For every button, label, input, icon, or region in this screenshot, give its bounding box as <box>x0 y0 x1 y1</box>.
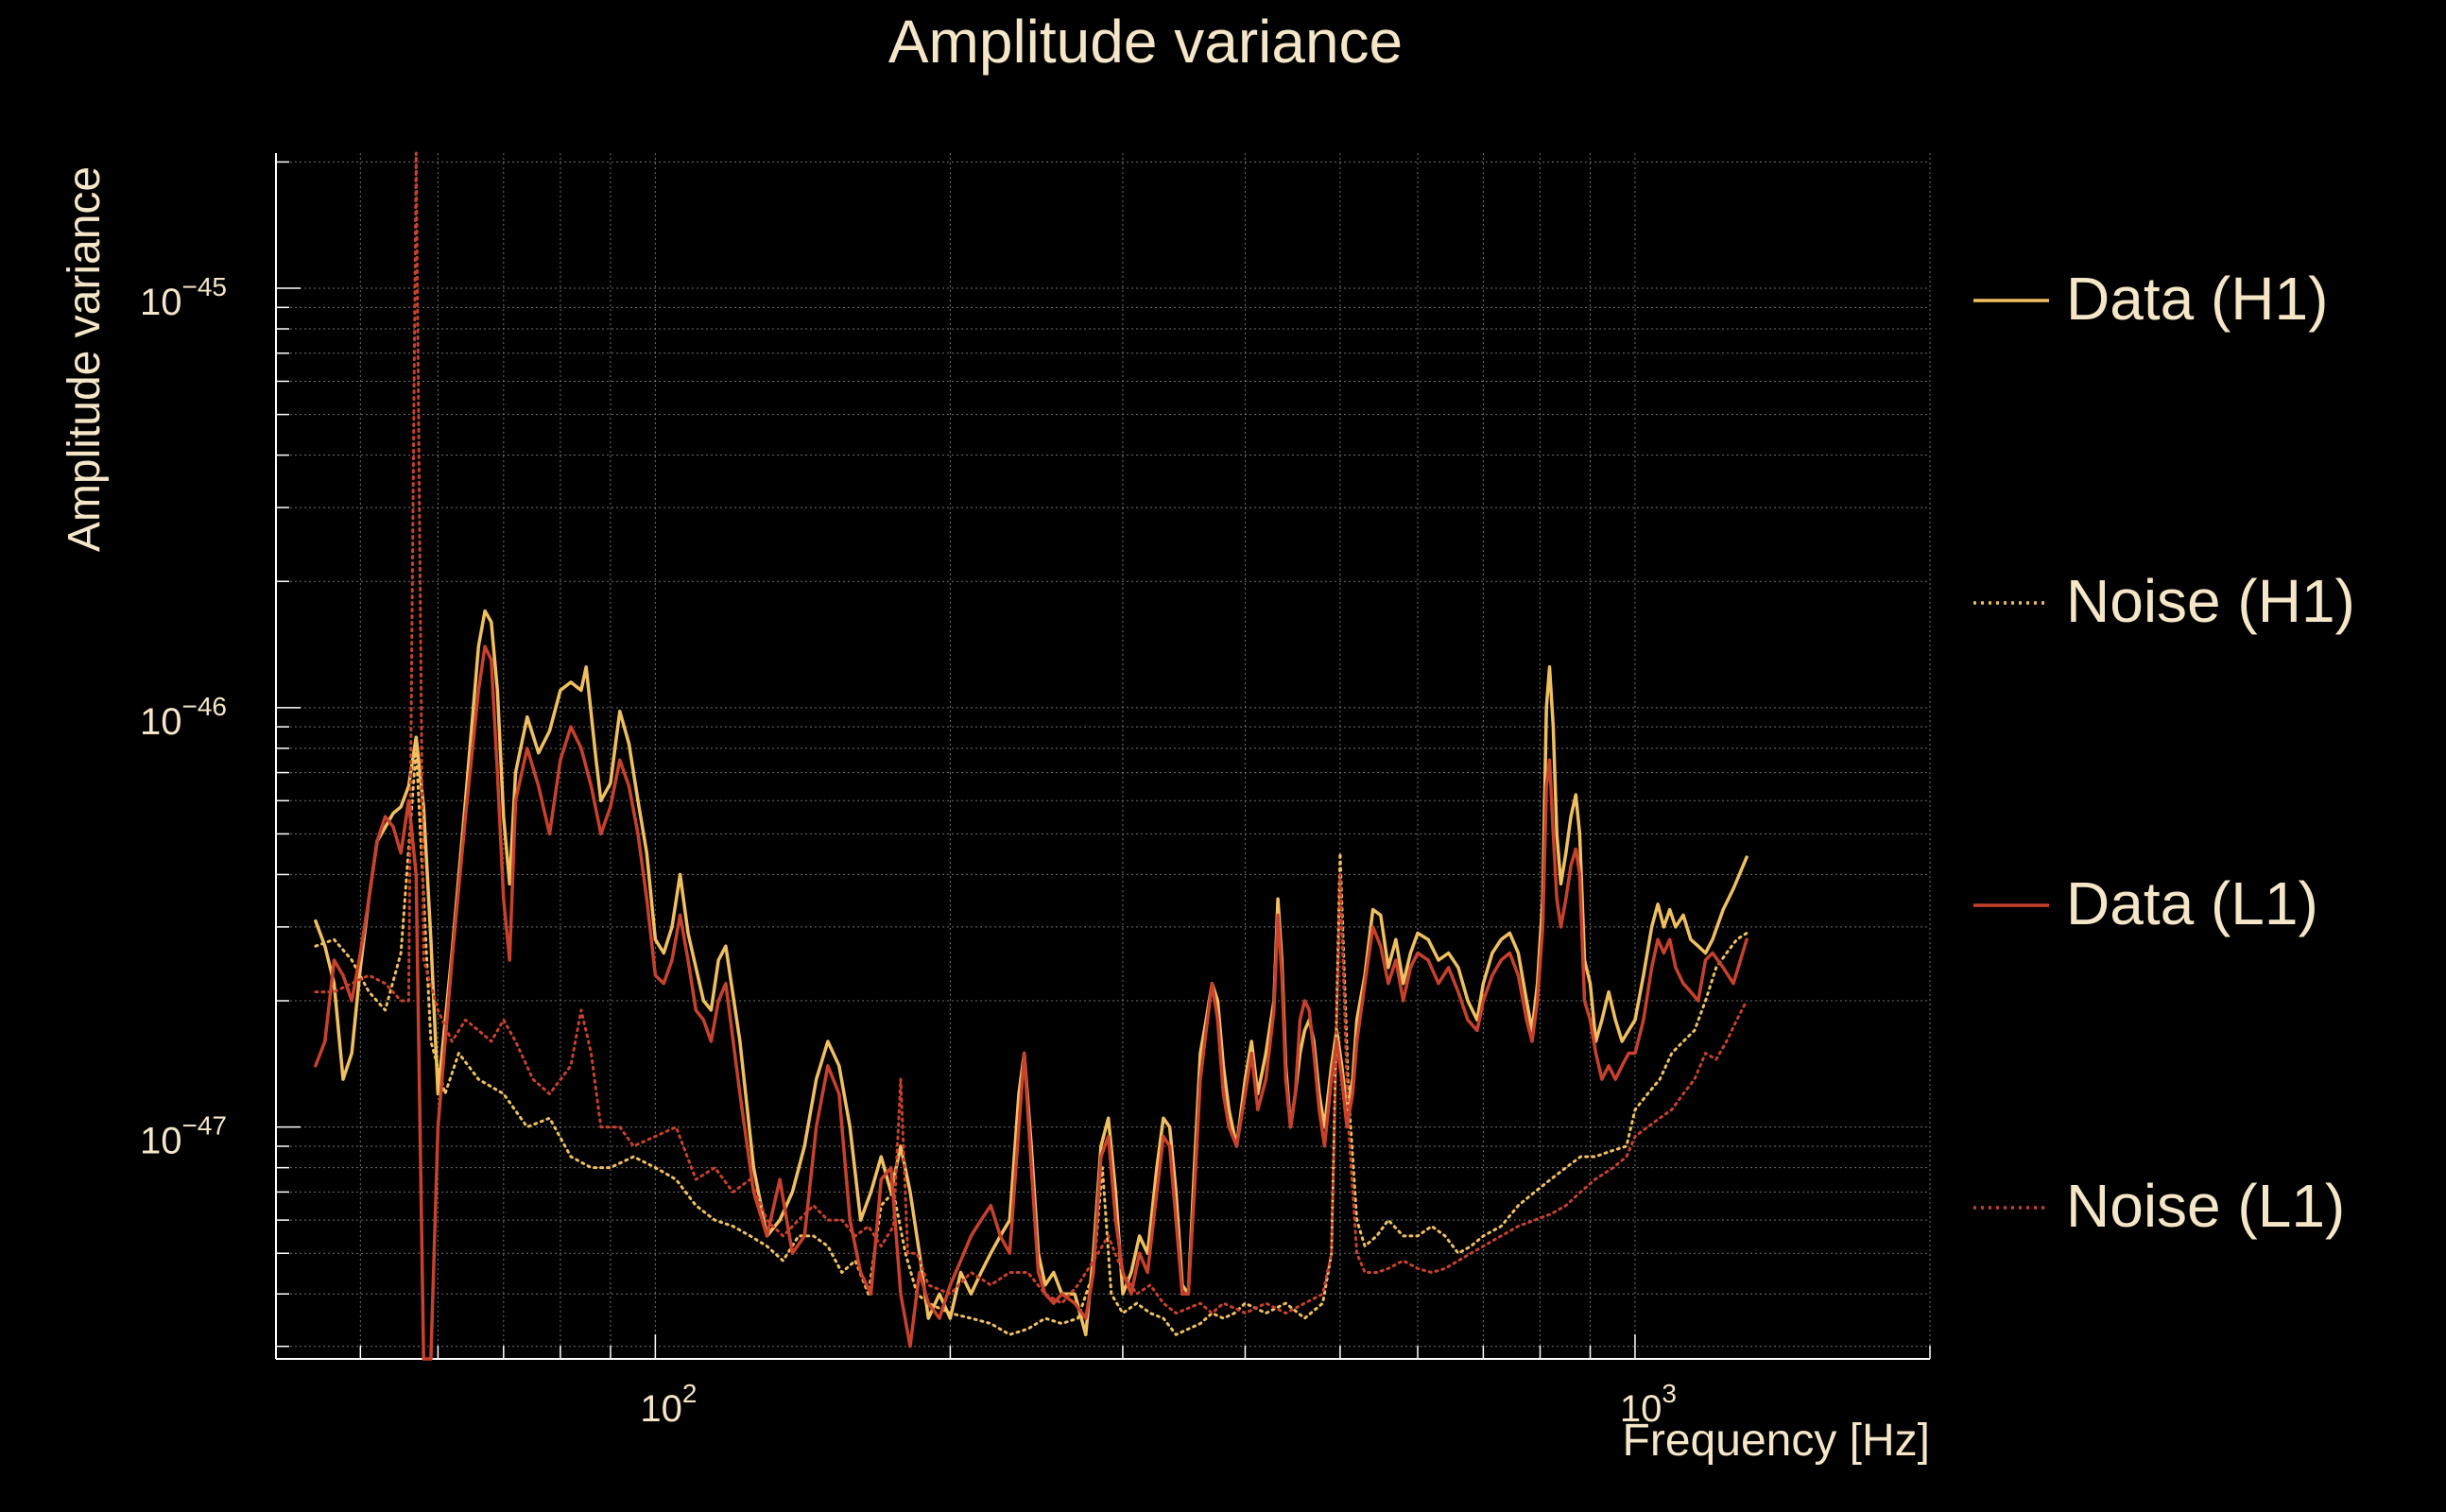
legend-label: Data (L1) <box>2066 869 2318 937</box>
series-line-data-l1 <box>314 644 1748 1361</box>
series-lines <box>314 151 1748 1361</box>
x-tick-label: 103 <box>1620 1379 1677 1430</box>
tick-labels: 10−45 10−46 10−47 102 103 <box>140 272 1677 1430</box>
axes <box>275 153 1931 1360</box>
chart-title: Amplitude variance <box>888 8 1403 76</box>
x-axis-label: Frequency [Hz] <box>1623 1416 1930 1466</box>
y-tick-label: 10−45 <box>140 272 227 323</box>
y-tick-label: 10−46 <box>140 692 227 743</box>
y-tick-label: 10−47 <box>140 1111 227 1162</box>
legend: Data (H1) Noise (H1) Data (L1) Noise (L1) <box>1973 265 2355 1240</box>
y-axis-label: Amplitude variance <box>60 166 110 552</box>
legend-label: Data (H1) <box>2066 265 2328 333</box>
series-line-noise-h1 <box>314 747 1748 1336</box>
series-line-noise-l1 <box>314 151 1748 1315</box>
x-tick-label: 102 <box>640 1379 697 1430</box>
series-line-data-h1 <box>314 609 1748 1337</box>
legend-label: Noise (H1) <box>2066 567 2355 635</box>
legend-label: Noise (L1) <box>2066 1172 2345 1240</box>
